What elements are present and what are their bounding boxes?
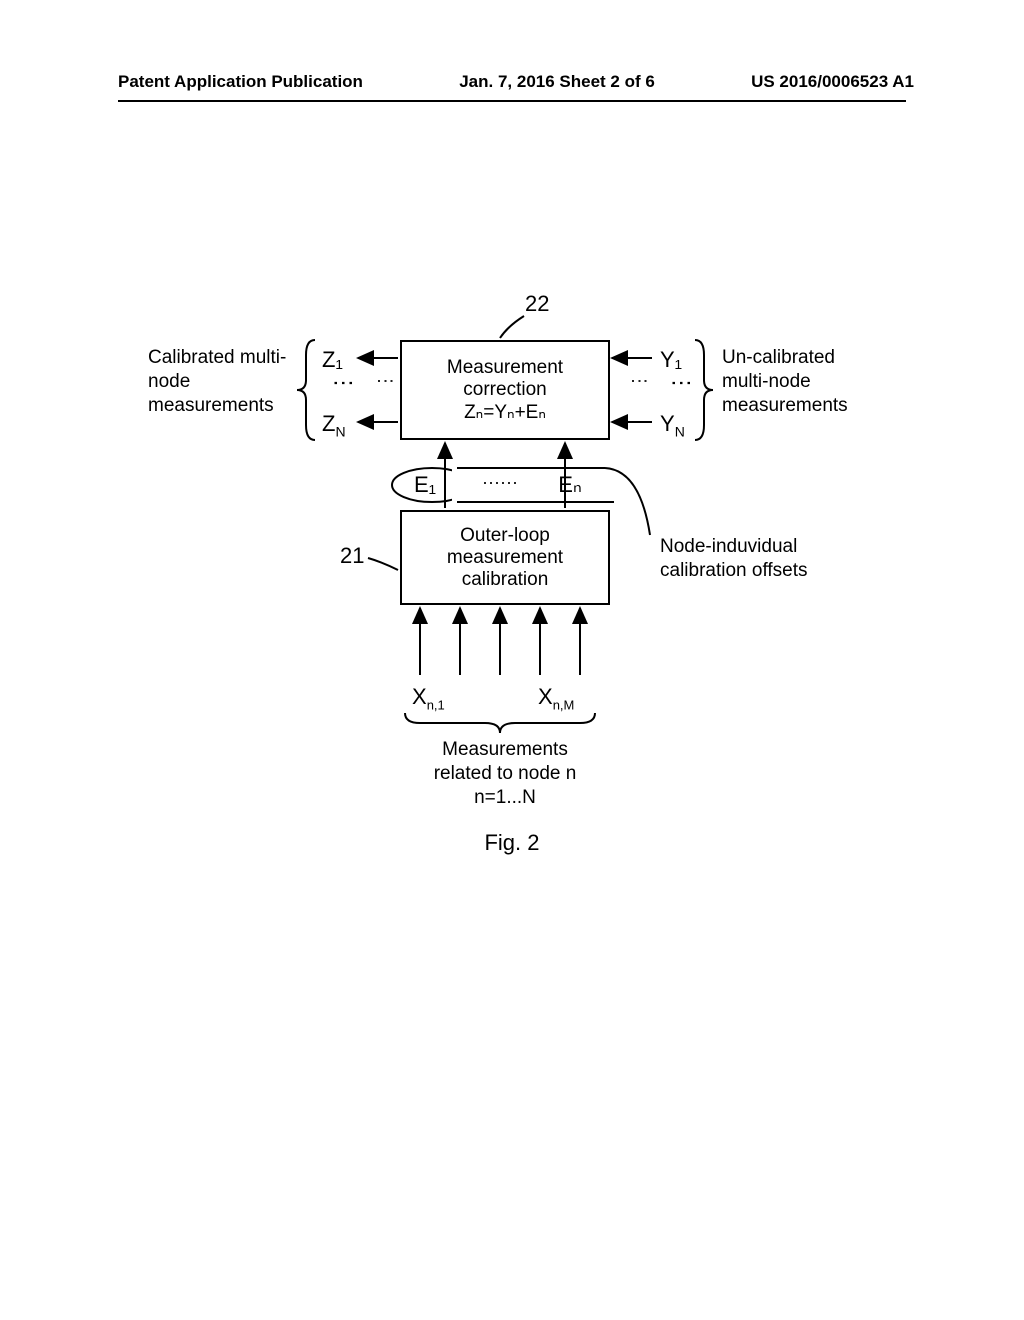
xn1-symbol: Xn,1 [412,683,445,714]
diagram: Measurement correction Zₙ=Yₙ+Eₙ Outer-lo… [0,290,1024,850]
e1-symbol: E₁ [414,472,436,497]
uncalibrated-label: Un-calibrated multi-node measurements [722,346,848,417]
zn-symbol: ZN [322,410,346,441]
e-dots: ······ [482,472,518,492]
z1-symbol: Z₁ [322,346,343,374]
node-offsets-label: Node-induvidual calibration offsets [660,535,808,583]
header-right: US 2016/0006523 A1 [751,72,914,92]
header-rule [118,100,906,102]
page: Patent Application Publication Jan. 7, 2… [0,0,1024,1320]
yn-symbol: YN [660,410,685,441]
ref-21: 21 [340,542,364,570]
figure-caption: Fig. 2 [0,830,1024,856]
en-symbol: Eₙ [558,472,581,497]
z-vdots: ⋮ [330,372,358,394]
left-arrow-vdots: ⋮ [374,372,397,390]
ref-22: 22 [525,290,549,318]
header-left: Patent Application Publication [118,72,363,92]
xnm-symbol: Xn,M [538,683,574,714]
y1-symbol: Y₁ [660,346,682,374]
y-vdots: ⋮ [668,372,696,394]
right-arrow-vdots: ⋮ [628,372,651,390]
measurements-related-label: Measurements related to node n n=1...N [420,738,590,809]
page-header: Patent Application Publication Jan. 7, 2… [0,72,1024,92]
calibrated-label: Calibrated multi- node measurements [148,346,286,417]
header-center: Jan. 7, 2016 Sheet 2 of 6 [459,72,655,92]
